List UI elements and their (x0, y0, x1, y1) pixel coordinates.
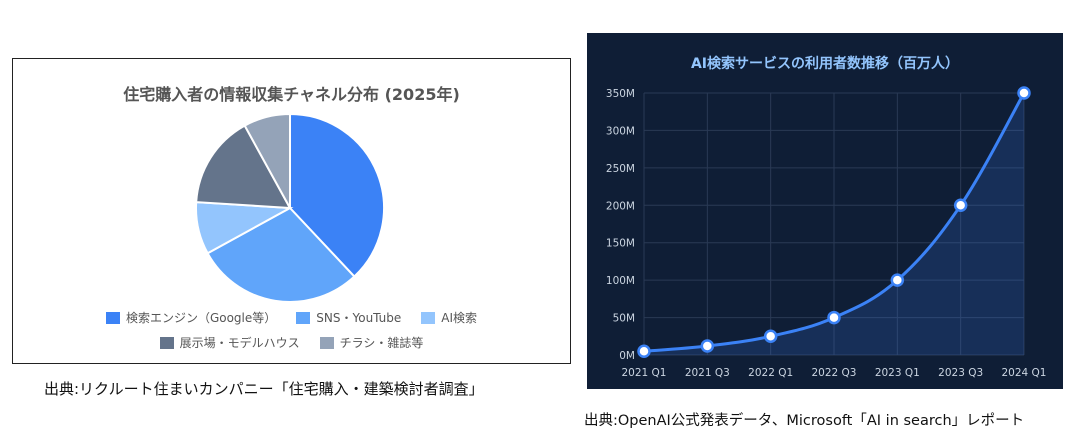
y-tick-label: 100M (606, 275, 635, 287)
legend-item[interactable]: 展示場・モデルハウス (159, 334, 300, 351)
line-chart: AI検索サービスの利用者数推移（百万人） 0M 50M 100M 150M 200M 250… (606, 55, 1047, 379)
legend-label: チラシ・雑誌等 (339, 336, 424, 350)
legend-swatch (296, 311, 311, 324)
y-tick-label: 300M (606, 125, 635, 137)
legend-item[interactable]: 検索エンジン（Google等） (105, 309, 277, 326)
pie-slice-1 (206, 206, 356, 303)
line-area-fill (644, 93, 1024, 355)
legend-label: SNS・YouTube (316, 311, 402, 325)
y-tick-label: 50M (613, 313, 635, 325)
legend-swatch (421, 311, 436, 324)
legend-swatch (159, 336, 174, 349)
line-chart-title: AI検索サービスの利用者数推移（百万人） (691, 55, 959, 72)
data-point[interactable] (637, 344, 651, 359)
pie-legend: 検索エンジン（Google等） SNS・YouTube AI検索展示場・モデルハウス… (13, 309, 570, 351)
x-tick-label: 2024 Q1 (1001, 367, 1046, 379)
data-point[interactable] (763, 329, 778, 344)
data-point[interactable] (1017, 86, 1031, 100)
pie-chart (195, 112, 385, 303)
y-tick-label: 250M (606, 163, 635, 175)
x-tick-label: 2021 Q3 (685, 367, 730, 379)
pie-slice-4 (243, 112, 291, 209)
y-tick-label: 200M (606, 200, 635, 212)
y-tick-label: 150M (606, 238, 635, 250)
pie-source-caption: 出典:リクルート住まいカンパニー「住宅購入・建築検討者調査」 (44, 380, 484, 398)
legend-item[interactable]: チラシ・雑誌等 (319, 334, 424, 351)
pie-slice-0 (289, 112, 385, 278)
data-point[interactable] (953, 198, 968, 213)
y-tick-label: 0M (619, 350, 635, 362)
line-chart-panel: AI検索サービスの利用者数推移（百万人） 0M 50M 100M 150M 200M 250… (587, 33, 1063, 389)
legend-swatch (319, 336, 334, 349)
x-tick-label: 2023 Q1 (875, 367, 920, 379)
x-tick-label: 2021 Q1 (621, 367, 666, 379)
data-point[interactable] (890, 273, 905, 287)
line-source-caption: 出典:OpenAI公式発表データ、Microsoft「AI in search」… (584, 413, 1025, 429)
x-tick-label: 2022 Q3 (811, 367, 856, 379)
legend-label: 展示場・モデルハウス (179, 336, 300, 350)
pie-chart-title: 住宅購入者の情報収集チャネル分布 (2025年) (123, 85, 460, 104)
legend-item[interactable]: AI検索 (421, 309, 477, 326)
x-tick-label: 2023 Q3 (938, 367, 983, 379)
data-point[interactable] (827, 310, 841, 325)
pie-chart-panel: 住宅購入者の情報収集チャネル分布 (2025年) 検索エンジン（Google等）… (12, 58, 571, 364)
legend-label: AI検索 (441, 311, 478, 325)
data-point[interactable] (700, 339, 715, 353)
legend-swatch (105, 311, 120, 324)
x-tick-label: 2022 Q1 (748, 367, 793, 379)
y-tick-label: 350M (606, 88, 635, 100)
legend-label: 検索エンジン（Google等） (125, 311, 277, 325)
pie-slice-3 (195, 124, 292, 210)
legend-item[interactable]: SNS・YouTube (296, 309, 401, 326)
